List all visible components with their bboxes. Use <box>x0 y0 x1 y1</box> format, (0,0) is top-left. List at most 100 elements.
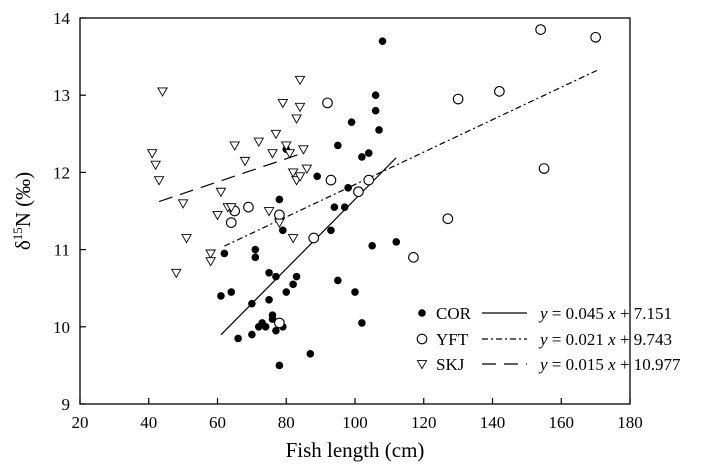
cor-data-point <box>371 91 380 99</box>
skj-data-point <box>291 114 302 124</box>
equation-intercept: + 7.151 <box>616 304 672 323</box>
cor-data-point <box>344 184 352 192</box>
cor-data-point <box>248 330 256 339</box>
skj-data-point <box>212 210 223 221</box>
y-tick-label: 11 <box>54 241 70 260</box>
x-tick-label: 80 <box>278 413 295 432</box>
cor-data-point <box>330 203 339 211</box>
cor-data-point <box>368 241 376 250</box>
cor-data-point <box>234 334 242 343</box>
skj-data-point <box>177 199 189 209</box>
skj-data-point <box>153 176 165 186</box>
skj-data-point <box>294 102 306 113</box>
yft-data-point <box>325 174 337 186</box>
y-axis-title-delta: δ <box>11 240 35 250</box>
cor-data-point <box>265 295 273 304</box>
cor-data-point <box>220 249 229 258</box>
skj-data-point <box>170 268 182 279</box>
cor-data-point <box>275 195 284 204</box>
x-tick-label: 160 <box>549 413 575 432</box>
yft-data-point <box>408 251 419 263</box>
skj-data-point <box>267 149 278 159</box>
x-tick-label: 100 <box>342 413 368 432</box>
skj-data-point <box>150 160 162 171</box>
cor-data-point <box>392 238 401 246</box>
cor-data-point <box>282 288 291 296</box>
cor-data-point <box>272 272 280 281</box>
yft-data-point <box>535 24 546 35</box>
y-tick-label: 14 <box>53 9 71 28</box>
cor-data-point <box>251 245 260 254</box>
y-tick-label: 12 <box>53 163 70 182</box>
cor-data-point <box>248 299 256 308</box>
yft-data-point <box>538 163 550 174</box>
skj-data-point <box>205 257 217 267</box>
skj-legend-marker <box>416 360 428 370</box>
cor-data-point <box>279 226 287 235</box>
skj-data-point <box>277 99 289 109</box>
cor-data-point <box>375 126 383 134</box>
x-tick-label: 120 <box>411 413 437 432</box>
cor-data-point <box>275 361 284 370</box>
yft-data-point <box>274 209 285 221</box>
cor-data-point <box>306 350 315 358</box>
data-points <box>146 24 601 370</box>
skj-data-point <box>273 218 285 229</box>
skj-data-point <box>146 149 158 159</box>
cor-data-point <box>358 153 366 161</box>
cor-data-point <box>334 141 342 150</box>
x-tick-label: 40 <box>140 413 157 432</box>
equation-y: y <box>538 355 548 374</box>
skj-data-point <box>280 141 292 151</box>
cor-data-point <box>347 118 356 127</box>
skj-data-point <box>284 149 296 159</box>
y-axis-title-rest: N (‰) <box>11 172 35 227</box>
skj-data-point <box>181 234 192 244</box>
equation-x: x <box>607 330 616 349</box>
skj-regression-line <box>158 152 304 203</box>
cor-data-point <box>227 288 236 296</box>
skj-data-point <box>270 129 282 140</box>
yft-data-point <box>308 232 320 244</box>
cor-data-point <box>261 323 270 331</box>
x-tick-label: 140 <box>480 413 506 432</box>
cor-data-point <box>351 288 359 296</box>
skj-data-point <box>157 87 168 97</box>
yft-equation: y = 0.021 x + 9.743 <box>538 330 672 349</box>
yft-regression-line <box>224 68 600 247</box>
skj-data-point <box>287 234 299 244</box>
cor-data-point <box>378 37 387 45</box>
cor-data-point <box>371 106 380 115</box>
x-tick-label: 180 <box>617 413 643 432</box>
cor-data-point <box>289 280 297 289</box>
yft-data-point <box>274 317 285 329</box>
yft-data-point <box>243 201 254 213</box>
yft-data-point <box>322 97 333 109</box>
cor-data-point <box>334 276 342 285</box>
cor-data-point <box>313 172 321 181</box>
equation-x: x <box>607 355 616 374</box>
x-tick-label: 20 <box>72 413 89 432</box>
skj-equation: y = 0.015 x + 10.977 <box>538 355 681 374</box>
skj-data-point <box>298 145 309 155</box>
skj-legend-label: SKJ <box>436 355 465 374</box>
yft-data-point <box>452 93 464 105</box>
cor-data-point <box>265 268 273 277</box>
yft-data-point <box>494 85 505 97</box>
equation-y: y <box>538 304 548 323</box>
y-axis-title: δ15N (‰) <box>10 172 35 250</box>
y-tick-label: 10 <box>53 318 70 337</box>
cor-data-point <box>327 226 335 235</box>
y-tick-label: 13 <box>53 86 70 105</box>
skj-data-point <box>225 203 237 213</box>
equation-intercept: + 9.743 <box>616 330 672 349</box>
yft-data-point <box>353 186 364 198</box>
equation-slope: = 0.015 <box>548 355 609 374</box>
x-tick-label: 60 <box>209 413 226 432</box>
skj-data-point <box>294 75 306 86</box>
cor-equation: y = 0.045 x + 7.151 <box>538 304 672 323</box>
y-tick-label: 9 <box>62 395 71 414</box>
x-axis-title: Fish length (cm) <box>286 438 425 462</box>
cor-data-point <box>292 272 301 281</box>
